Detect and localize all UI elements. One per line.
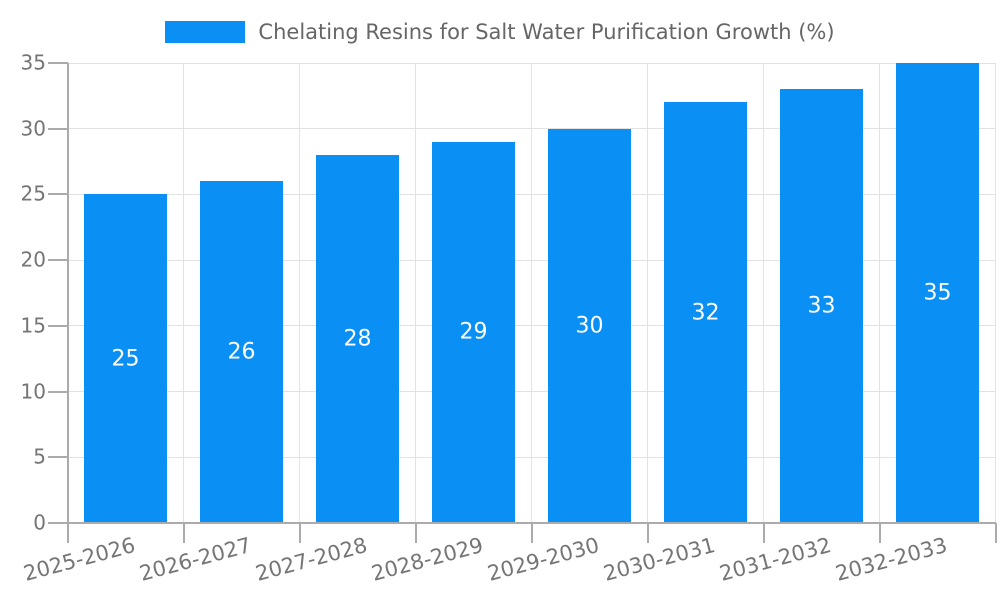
- y-tick-label: 15: [20, 313, 46, 338]
- y-axis-line: [66, 63, 69, 523]
- v-gridline: [531, 63, 532, 523]
- x-tick-label: 2028-2029: [368, 533, 486, 586]
- bar: [780, 89, 863, 523]
- x-tick: [182, 523, 185, 543]
- x-tick-label: 2030-2031: [600, 533, 718, 586]
- bar: [432, 141, 515, 523]
- legend-label: Chelating Resins for Salt Water Purifica…: [258, 20, 835, 44]
- x-tick: [646, 523, 649, 543]
- bar-value-label: 28: [343, 326, 372, 352]
- x-tick-label: 2025-2026: [20, 533, 138, 586]
- bar: [84, 194, 167, 523]
- y-tick-label: 10: [20, 379, 46, 404]
- y-tick: [47, 456, 68, 459]
- v-gridline: [647, 63, 648, 523]
- y-tick: [47, 390, 68, 393]
- y-tick-label: 25: [20, 181, 46, 206]
- bar-value-label: 35: [923, 280, 952, 306]
- y-tick: [47, 62, 68, 64]
- bar-value-label: 26: [227, 339, 256, 365]
- bar: [548, 128, 631, 523]
- x-tick-label: 2029-2030: [484, 533, 602, 586]
- x-axis-line: [67, 522, 996, 524]
- bar-value-label: 29: [459, 319, 488, 345]
- v-gridline: [299, 63, 300, 523]
- bar-value-label: 32: [691, 300, 720, 326]
- legend: Chelating Resins for Salt Water Purifica…: [0, 20, 1000, 44]
- x-tick: [66, 523, 69, 543]
- bar: [200, 181, 283, 523]
- x-tick: [762, 523, 765, 543]
- x-tick: [298, 523, 301, 543]
- x-tick-label: 2031-2032: [716, 533, 834, 586]
- v-gridline: [995, 63, 996, 523]
- v-gridline: [763, 63, 764, 523]
- bar-value-label: 33: [807, 293, 836, 319]
- y-tick: [47, 522, 68, 524]
- bar-value-label: 25: [111, 346, 140, 372]
- y-tick-label: 0: [33, 510, 46, 535]
- x-tick-label: 2032-2033: [832, 533, 950, 586]
- y-tick: [47, 324, 68, 327]
- x-tick: [414, 523, 417, 543]
- v-gridline: [415, 63, 416, 523]
- x-tick-label: 2027-2028: [252, 533, 370, 586]
- x-tick-label: 2026-2027: [136, 533, 254, 586]
- bar: [316, 155, 399, 523]
- y-tick: [47, 193, 68, 196]
- v-gridline: [183, 63, 184, 523]
- v-gridline: [879, 63, 880, 523]
- y-tick: [47, 127, 68, 130]
- x-tick: [994, 523, 997, 543]
- y-tick: [47, 259, 68, 262]
- y-tick-label: 30: [20, 116, 46, 141]
- y-tick-label: 5: [33, 444, 46, 469]
- bar: [896, 63, 979, 523]
- bar: [664, 102, 747, 523]
- legend-swatch: [165, 21, 246, 43]
- y-tick-label: 20: [20, 247, 46, 272]
- x-tick: [878, 523, 881, 543]
- y-tick-label: 35: [20, 50, 46, 75]
- bar-value-label: 30: [575, 313, 604, 339]
- x-tick: [530, 523, 533, 543]
